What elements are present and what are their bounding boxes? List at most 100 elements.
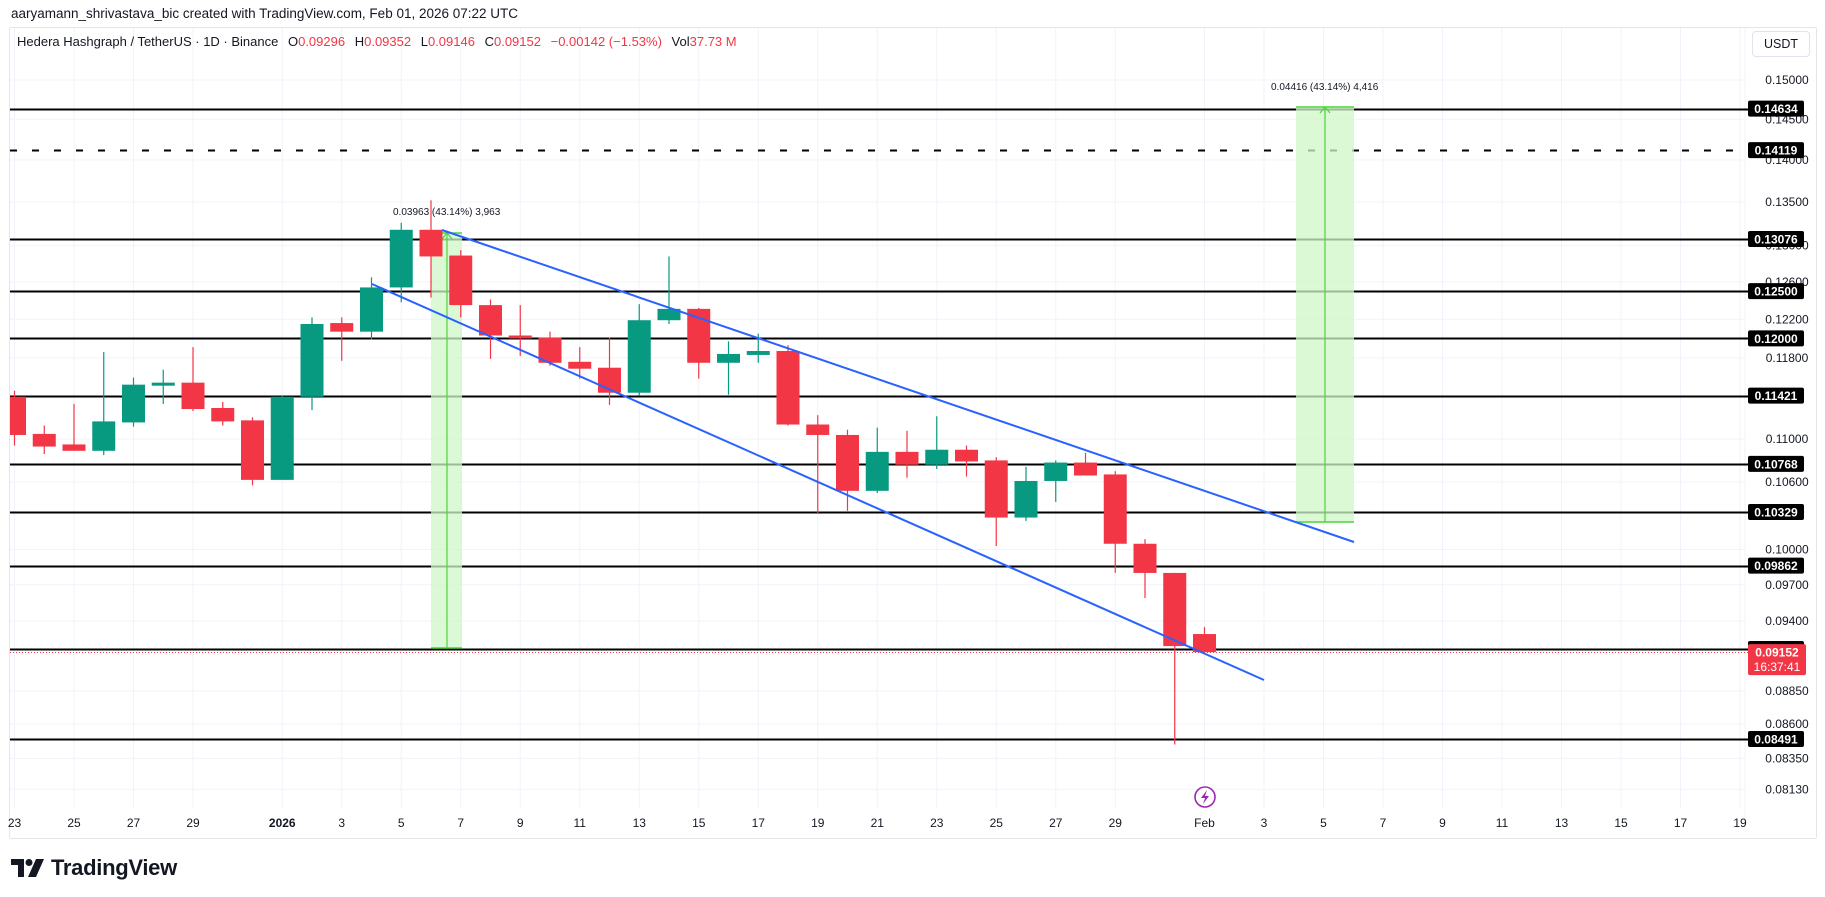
measure-label: 0.04416 (43.14%) 4,416: [1271, 82, 1379, 93]
channel-upper-line[interactable]: [441, 229, 1355, 543]
time-tick-label: 13: [1555, 816, 1569, 830]
candle: [122, 377, 145, 427]
price-axis[interactable]: 0.150000.145000.140000.135000.130000.126…: [1748, 73, 1809, 796]
symbol-name[interactable]: Hedera Hashgraph / TetherUS · 1D · Binan…: [17, 34, 279, 49]
price-tick-label: 0.12200: [1765, 312, 1809, 326]
candle: [62, 403, 86, 451]
price-tick-label: 0.10600: [1765, 475, 1809, 489]
price-tick-label: 0.11000: [1766, 432, 1809, 446]
candle: [10, 390, 26, 446]
lightning-bolt-icon: [1201, 790, 1209, 804]
event-marker[interactable]: [1194, 786, 1216, 808]
time-tick-label: 5: [398, 816, 405, 830]
candle: [568, 347, 592, 379]
time-tick-label: 21: [871, 816, 885, 830]
time-tick-label: 29: [1109, 816, 1123, 830]
candle: [181, 347, 205, 412]
open-value: 0.09296: [298, 34, 346, 49]
candle-body: [508, 335, 532, 339]
time-tick-label: 29: [186, 816, 200, 830]
candle: [241, 417, 264, 486]
time-tick-label: 5: [1320, 816, 1327, 830]
horizontal-levels[interactable]: [10, 108, 1752, 741]
candle: [479, 299, 502, 359]
level-price-label: 0.10329: [1754, 506, 1798, 520]
candle-body: [1193, 634, 1216, 653]
level-price-tag[interactable]: [1748, 504, 1804, 521]
price-tick-label: 0.08600: [1765, 717, 1809, 731]
level-price-label: 0.12000: [1754, 332, 1798, 346]
currency-button[interactable]: USDT: [1752, 31, 1810, 57]
level-price-tag[interactable]: [1748, 557, 1804, 574]
time-tick-label: 13: [633, 816, 647, 830]
candle-body: [330, 323, 354, 332]
price-tick-label: 0.08130: [1765, 782, 1809, 796]
candle-body: [925, 449, 949, 465]
candle-body: [865, 451, 889, 491]
trend-channel[interactable]: [371, 229, 1355, 681]
time-tick-label: 19: [811, 816, 825, 830]
candle-body: [270, 396, 294, 480]
time-tick-label: 27: [127, 816, 141, 830]
level-price-tag[interactable]: [1748, 387, 1804, 404]
candle-body: [300, 324, 324, 397]
price-range-measurements[interactable]: 0.03963 (43.14%) 3,963 0.04416 (43.14%) 4…: [393, 82, 1379, 649]
candle: [806, 415, 830, 514]
symbol-legend[interactable]: Hedera Hashgraph / TetherUS · 1D · Binan…: [17, 34, 737, 49]
candle: [865, 427, 889, 494]
volume-value: 37.73 M: [689, 34, 737, 49]
candle-body: [10, 396, 26, 435]
candle: [657, 256, 681, 325]
time-tick-label: 17: [1674, 816, 1688, 830]
price-tick-label: 0.08850: [1765, 684, 1809, 698]
level-price-tag[interactable]: [1748, 455, 1804, 472]
candle: [300, 317, 324, 411]
candle-body: [1133, 543, 1157, 573]
time-tick-label: Feb: [1194, 816, 1215, 830]
level-price-tag[interactable]: [1748, 283, 1804, 300]
price-tick-label: 0.08350: [1765, 751, 1809, 765]
candle: [717, 341, 740, 395]
time-tick-label: 9: [517, 816, 524, 830]
candle: [598, 337, 621, 405]
level-price-tag[interactable]: [1748, 142, 1804, 159]
volume-label: Vol: [671, 34, 690, 49]
candle: [836, 429, 859, 511]
level-price-tag[interactable]: [1748, 100, 1804, 117]
candle-body: [241, 420, 264, 480]
candle-body: [657, 308, 681, 321]
candle: [92, 351, 116, 456]
candle-body: [955, 449, 978, 462]
time-tick-label: 9: [1439, 816, 1446, 830]
candle: [1074, 452, 1097, 476]
time-tick-label: 11: [1496, 816, 1509, 830]
high-label: H: [354, 34, 365, 49]
candle: [776, 345, 800, 426]
candle: [360, 277, 383, 340]
candle: [925, 416, 949, 470]
level-price-tag[interactable]: [1748, 330, 1804, 347]
channel-lower-line[interactable]: [371, 283, 1265, 681]
candle-body: [836, 434, 859, 491]
tradingview-logo[interactable]: TradingView: [11, 855, 177, 881]
time-tick-label: 23: [8, 816, 22, 830]
level-price-tag[interactable]: [1748, 230, 1804, 247]
current-price-label: 0.09152: [1755, 646, 1799, 660]
candle: [895, 430, 919, 478]
price-tick-label: 0.13500: [1765, 195, 1809, 209]
candle: [389, 222, 413, 303]
candle: [955, 445, 978, 477]
time-axis[interactable]: 23 25 27 29 2026 3 5 7 9 11 13 15 17 19 21 23 25 27 29 Feb 3…: [8, 816, 1747, 830]
candle: [687, 307, 711, 379]
level-price-tag[interactable]: [1748, 730, 1804, 747]
level-price-label: 0.14634: [1754, 102, 1798, 116]
candle-body: [32, 433, 56, 447]
candle-body: [62, 444, 86, 451]
candle-body: [746, 351, 770, 355]
time-tick-label: 23: [930, 816, 944, 830]
candle-body: [1044, 462, 1068, 481]
time-tick-label: 7: [1380, 816, 1387, 830]
candle-body: [776, 351, 800, 425]
chart-credit: aaryamann_shrivastava_bic created with T…: [11, 6, 519, 21]
